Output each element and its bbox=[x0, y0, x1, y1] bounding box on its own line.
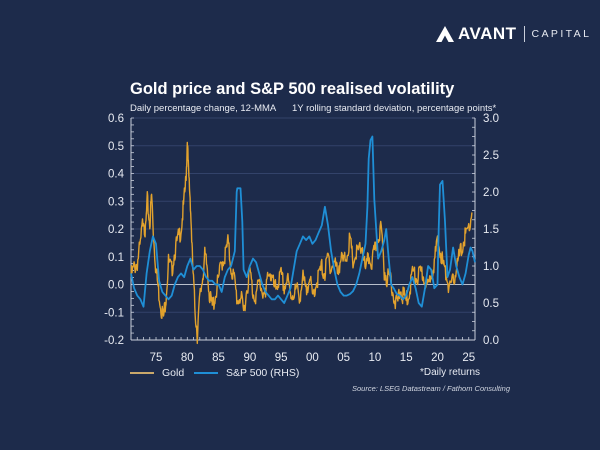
footnote: *Daily returns bbox=[420, 367, 481, 378]
x-axis-label: 95 bbox=[275, 352, 288, 364]
legend-swatch-gold bbox=[130, 372, 154, 374]
x-axis-label: 05 bbox=[337, 352, 350, 364]
logo-divider bbox=[523, 26, 525, 42]
left-axis-label: 0.2 bbox=[108, 224, 124, 236]
left-axis-label: 0.3 bbox=[108, 196, 124, 208]
tick-labels: 0.6 0.5 0.4 0.3 0.2 0.1 0.0 -0.1 -0.2 3.0 2.5 2.0 1.… bbox=[104, 113, 499, 364]
chart-title: Gold price and S&P 500 realised volatili… bbox=[130, 80, 455, 98]
left-axis-label: -0.2 bbox=[104, 335, 124, 347]
right-axis-label: 0.0 bbox=[483, 335, 499, 347]
gold-series-line bbox=[130, 141, 473, 345]
left-axis-subtitle: Daily percentage change, 12-MMA bbox=[130, 103, 277, 114]
x-axis-label: 90 bbox=[243, 352, 256, 364]
legend-item-sp500: S&P 500 (RHS) bbox=[194, 367, 299, 379]
series-lines bbox=[130, 135, 476, 345]
legend-swatch-sp500 bbox=[194, 372, 218, 374]
legend-item-gold: Gold bbox=[130, 367, 184, 379]
sp500-series-line bbox=[130, 135, 476, 308]
left-axis-label: 0.4 bbox=[108, 169, 125, 181]
left-axis-label: 0.0 bbox=[108, 280, 124, 292]
avant-logo-icon bbox=[436, 26, 454, 42]
left-axis-label: 0.1 bbox=[108, 252, 124, 264]
right-axis-subtitle: 1Y rolling standard deviation, percentag… bbox=[292, 103, 497, 114]
right-axis-label: 1.5 bbox=[483, 224, 499, 236]
x-axis-label: 75 bbox=[150, 352, 163, 364]
x-axis-label: 25 bbox=[462, 352, 475, 364]
right-axis-label: 0.5 bbox=[483, 298, 499, 310]
gridlines bbox=[131, 117, 475, 341]
x-axis-label: 15 bbox=[400, 352, 413, 364]
legend-label-sp500: S&P 500 (RHS) bbox=[226, 367, 300, 379]
brand-name: AVANT bbox=[458, 24, 517, 43]
right-axis-label: 1.0 bbox=[483, 261, 499, 273]
right-axis-label: 3.0 bbox=[483, 113, 499, 125]
right-axis-label: 2.5 bbox=[483, 150, 499, 162]
left-axis-label: -0.1 bbox=[104, 307, 124, 319]
brand-suffix: CAPITAL bbox=[531, 28, 592, 40]
x-axis-label: 20 bbox=[431, 352, 444, 364]
x-axis-label: 00 bbox=[306, 352, 319, 364]
legend-label-gold: Gold bbox=[162, 367, 185, 379]
x-axis-label: 85 bbox=[212, 352, 225, 364]
avant-capital-logo: AVANT CAPITAL bbox=[436, 22, 591, 46]
x-axis-label: 10 bbox=[369, 352, 382, 364]
left-axis-label: 0.5 bbox=[108, 141, 124, 153]
source-note: Source: LSEG Datastream / Fathom Consult… bbox=[352, 384, 510, 393]
left-axis-label: 0.6 bbox=[108, 113, 124, 125]
axes bbox=[130, 117, 476, 341]
right-axis-label: 2.0 bbox=[483, 187, 499, 199]
x-axis-label: 80 bbox=[181, 352, 194, 364]
